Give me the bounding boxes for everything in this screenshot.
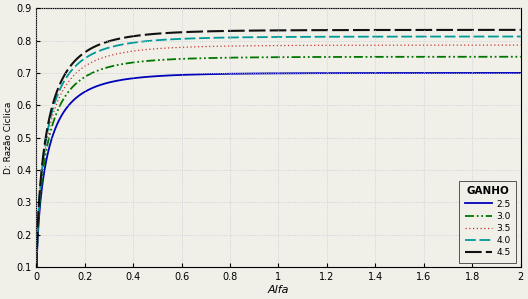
- 3.0: [517, 55, 524, 59]
- 3.0: [33, 289, 40, 293]
- 3.0: [88, 71, 95, 75]
- 4.0: [240, 36, 246, 39]
- 4.5: [517, 28, 524, 32]
- Line: 3.5: 3.5: [36, 45, 521, 291]
- 4.5: [456, 28, 462, 32]
- 3.5: [456, 43, 462, 47]
- 4.0: [517, 35, 524, 38]
- 4.5: [117, 37, 124, 40]
- 3.5: [517, 43, 524, 47]
- 3.0: [508, 55, 514, 59]
- 2.5: [88, 87, 95, 90]
- 2.5: [456, 71, 462, 75]
- 3.0: [117, 63, 124, 66]
- 3.0: [240, 56, 246, 59]
- 2.5: [240, 72, 246, 75]
- 4.0: [88, 53, 95, 56]
- 3.0: [456, 55, 462, 59]
- 2.5: [117, 78, 124, 82]
- 4.0: [219, 36, 225, 39]
- 3.5: [33, 289, 40, 292]
- 3.5: [219, 44, 225, 48]
- 2.5: [219, 72, 225, 76]
- 2.5: [517, 71, 524, 75]
- 2.5: [508, 71, 514, 75]
- 4.5: [219, 29, 225, 33]
- 4.5: [508, 28, 514, 32]
- Y-axis label: D: Razão Cíclica: D: Razão Cíclica: [4, 101, 13, 174]
- Line: 4.5: 4.5: [36, 30, 521, 290]
- 2.5: [33, 290, 40, 293]
- X-axis label: Alfa: Alfa: [268, 285, 289, 295]
- 3.5: [240, 44, 246, 48]
- 4.0: [33, 289, 40, 292]
- 4.0: [508, 35, 514, 38]
- Line: 4.0: 4.0: [36, 36, 521, 290]
- Line: 3.0: 3.0: [36, 57, 521, 291]
- 4.0: [117, 43, 124, 47]
- 4.5: [33, 288, 40, 292]
- 3.5: [508, 43, 514, 47]
- 3.0: [219, 56, 225, 60]
- Legend: 2.5, 3.0, 3.5, 4.0, 4.5: 2.5, 3.0, 3.5, 4.0, 4.5: [459, 181, 516, 263]
- 3.5: [117, 51, 124, 55]
- Line: 2.5: 2.5: [36, 73, 521, 292]
- 4.5: [240, 29, 246, 33]
- 4.0: [456, 35, 462, 38]
- 3.5: [88, 61, 95, 64]
- 4.5: [88, 46, 95, 50]
